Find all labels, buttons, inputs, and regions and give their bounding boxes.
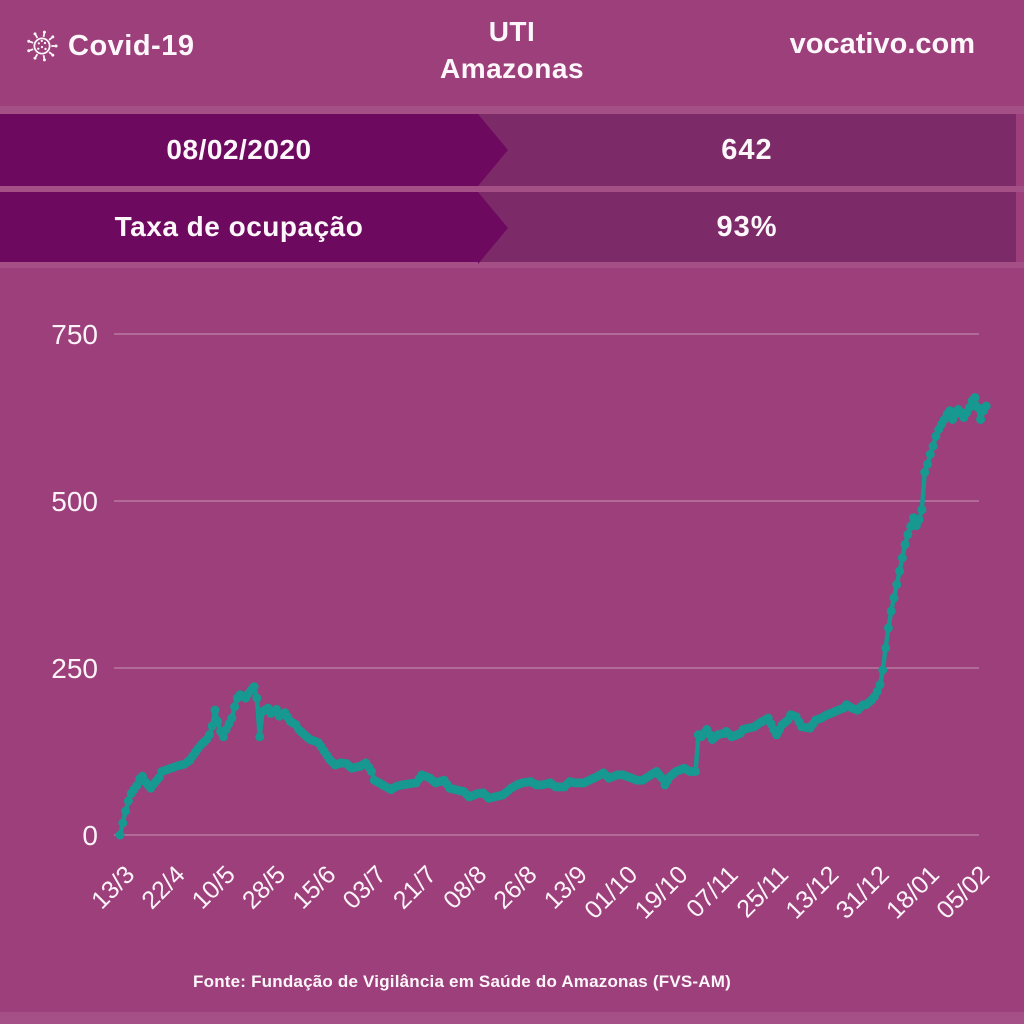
occupancy-label-bar: Taxa de ocupação xyxy=(0,192,478,262)
data-point xyxy=(928,441,938,451)
x-axis-tick-label: 26/8 xyxy=(488,860,542,914)
x-axis-tick-label: 01/10 xyxy=(579,860,643,924)
x-axis-tick-label: 08/8 xyxy=(438,860,492,914)
data-point xyxy=(883,623,893,633)
data-point xyxy=(917,505,927,515)
data-point xyxy=(115,830,125,840)
x-axis-tick-label: 28/5 xyxy=(237,860,291,914)
date-label: 08/02/2020 xyxy=(166,134,312,165)
arrow-right-icon xyxy=(478,192,508,264)
y-axis-tick-label: 750 xyxy=(51,319,98,350)
data-point xyxy=(889,593,899,603)
date-value-bar: 642 xyxy=(478,114,1016,186)
occupancy-label: Taxa de ocupação xyxy=(114,211,364,242)
x-axis-tick-label: 19/10 xyxy=(629,860,693,924)
date-label-bar: 08/02/2020 xyxy=(0,114,478,186)
y-axis-tick-label: 250 xyxy=(51,653,98,684)
x-axis-tick-label: 13/3 xyxy=(86,860,140,914)
data-point xyxy=(218,732,228,742)
data-point xyxy=(210,705,220,715)
separator-strip-bottom xyxy=(0,262,1024,268)
x-axis-tick-label: 18/01 xyxy=(881,860,945,924)
data-point xyxy=(892,580,902,589)
website-link[interactable]: vocativo.com xyxy=(789,28,975,60)
brand: Covid-19 xyxy=(24,28,194,64)
data-line xyxy=(117,395,989,838)
data-point xyxy=(118,818,128,828)
x-axis-tick-label: 13/12 xyxy=(780,860,844,924)
brand-label: Covid-19 xyxy=(68,29,195,62)
bottom-edge-strip xyxy=(0,1012,1024,1024)
info-row-date: 08/02/2020 642 xyxy=(0,114,1024,186)
source-note: Fonte: Fundação de Vigilância em Saúde d… xyxy=(193,972,731,991)
data-point xyxy=(923,459,932,469)
x-axis-tick-label: 21/7 xyxy=(388,860,442,914)
data-point xyxy=(878,665,888,675)
x-axis-tick-label: 31/12 xyxy=(831,860,895,924)
data-point xyxy=(255,732,265,742)
data-point xyxy=(230,702,240,712)
data-point xyxy=(691,767,701,776)
x-axis-tick-label: 03/7 xyxy=(337,860,391,914)
data-point xyxy=(123,796,133,806)
separator-strip-top xyxy=(0,106,1024,114)
occupancy-value-bar: 93% xyxy=(478,192,1016,262)
title-line2: Amazonas xyxy=(439,53,585,84)
x-axis-tick-label: 25/11 xyxy=(731,860,794,923)
data-point xyxy=(920,467,930,477)
data-point xyxy=(895,566,905,576)
x-axis-tick-label: 15/6 xyxy=(287,860,341,914)
data-point xyxy=(252,693,262,703)
virus-icon xyxy=(27,30,58,62)
data-point xyxy=(213,716,223,726)
data-point xyxy=(881,643,891,653)
x-axis-tick-label: 05/02 xyxy=(931,860,995,924)
data-point xyxy=(900,539,910,549)
x-axis-tick-label: 10/5 xyxy=(187,860,241,914)
x-axis-tick-label: 07/11 xyxy=(681,860,744,923)
data-point xyxy=(875,680,885,690)
data-point xyxy=(897,553,907,563)
data-point xyxy=(976,415,986,424)
data-point xyxy=(914,515,924,525)
y-axis-tick-label: 0 xyxy=(82,820,98,851)
data-point xyxy=(903,529,913,539)
page-title: UTI Amazonas xyxy=(0,13,1024,87)
data-point xyxy=(886,606,896,616)
x-axis-tick-label: 22/4 xyxy=(136,860,190,914)
uti-count-value: 642 xyxy=(721,133,773,166)
data-point xyxy=(204,730,214,740)
title-line1: UTI xyxy=(488,16,536,47)
data-point xyxy=(367,767,376,776)
occupancy-rate-value: 93% xyxy=(716,210,778,243)
data-point xyxy=(227,713,237,723)
info-row-occupancy: Taxa de ocupação 93% xyxy=(0,192,1024,264)
data-point xyxy=(121,806,131,816)
data-point xyxy=(925,449,935,459)
arrow-right-icon xyxy=(478,114,508,186)
data-point xyxy=(970,393,980,402)
data-point xyxy=(249,682,259,692)
y-axis-tick-label: 500 xyxy=(51,486,98,517)
separator-strip-middle xyxy=(0,186,1024,192)
data-point xyxy=(981,401,991,411)
